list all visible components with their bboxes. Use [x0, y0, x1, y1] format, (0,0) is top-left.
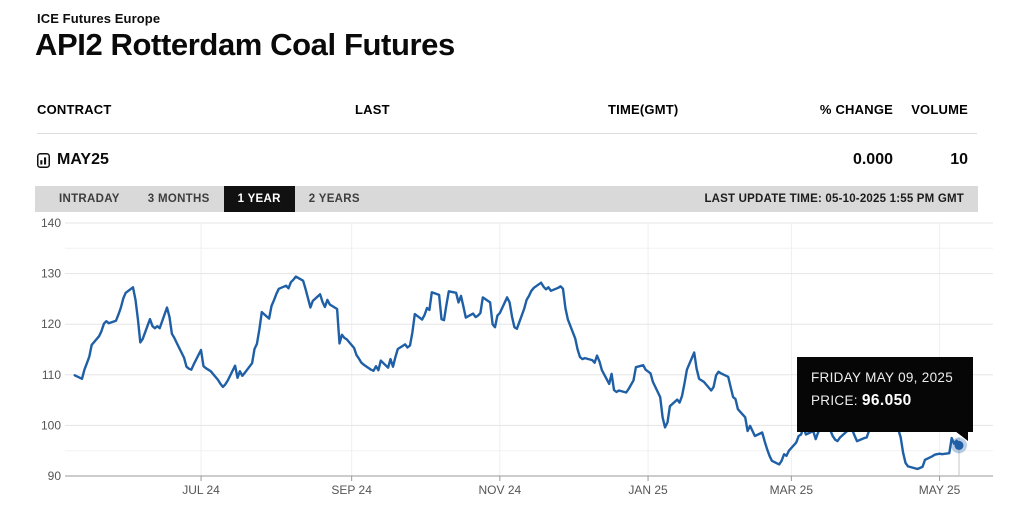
x-axis-label: MAR 25: [770, 483, 814, 497]
col-volume: VOLUME: [911, 101, 968, 117]
tooltip-price-value: 96.050: [861, 392, 912, 409]
page-title: API2 Rotterdam Coal Futures: [35, 27, 455, 62]
tab-1-year[interactable]: 1 YEAR: [223, 186, 295, 212]
col-pct-change: % CHANGE: [819, 101, 893, 117]
last-point-marker: [954, 440, 964, 450]
y-axis-label: 120: [41, 317, 61, 331]
table-divider: [37, 133, 977, 134]
x-axis-label: JUL 24: [182, 483, 220, 497]
range-tab-bar: INTRADAY 3 MONTHS 1 YEAR 2 YEARS LAST UPDATE…: [35, 186, 978, 212]
x-axis-label: SEP 24: [331, 483, 372, 497]
tab-2-years[interactable]: 2 YEARS: [308, 193, 360, 205]
x-axis-label: MAY 25: [919, 483, 961, 497]
y-axis-label: 110: [42, 368, 61, 382]
exchange-label: ICE Futures Europe: [37, 11, 161, 26]
x-axis-label: NOV 24: [479, 483, 522, 497]
y-axis-label: 130: [41, 267, 61, 281]
pct-change-cell: 0.000: [852, 151, 893, 168]
tab-intraday[interactable]: INTRADAY: [59, 193, 120, 205]
x-axis-label: JAN 25: [628, 483, 668, 497]
tooltip-tail: [955, 431, 968, 441]
tooltip-date: FRIDAY MAY 09, 2025: [811, 370, 954, 385]
table-row: MAY25 0.000 10: [0, 146, 1014, 174]
volume-cell: 10: [950, 151, 968, 168]
quote-table-header: CONTRACT LAST TIME(GMT) % CHANGE VOLUME: [0, 100, 1014, 118]
y-axis-label: 140: [41, 216, 61, 230]
y-axis-label: 90: [48, 469, 62, 483]
mini-bar-chart-doc-icon: [37, 152, 50, 168]
tooltip-price-row: PRICE: 96.050: [811, 392, 973, 410]
chart-tooltip: FRIDAY MAY 09, 2025 PRICE: 96.050: [797, 357, 973, 441]
contract-label: MAY25: [57, 151, 109, 168]
contract-cell[interactable]: MAY25: [37, 151, 355, 169]
y-axis-label: 100: [41, 418, 61, 432]
tab-3-months[interactable]: 3 MONTHS: [147, 193, 210, 205]
col-last: LAST: [355, 101, 390, 117]
col-contract: CONTRACT: [37, 101, 112, 117]
tooltip-price-label: PRICE:: [811, 393, 858, 408]
last-update-time: LAST UPDATE TIME: 05-10-2025 1:55 PM GMT: [704, 193, 964, 205]
col-time: TIME(GMT): [608, 101, 679, 117]
price-line: [73, 275, 961, 471]
